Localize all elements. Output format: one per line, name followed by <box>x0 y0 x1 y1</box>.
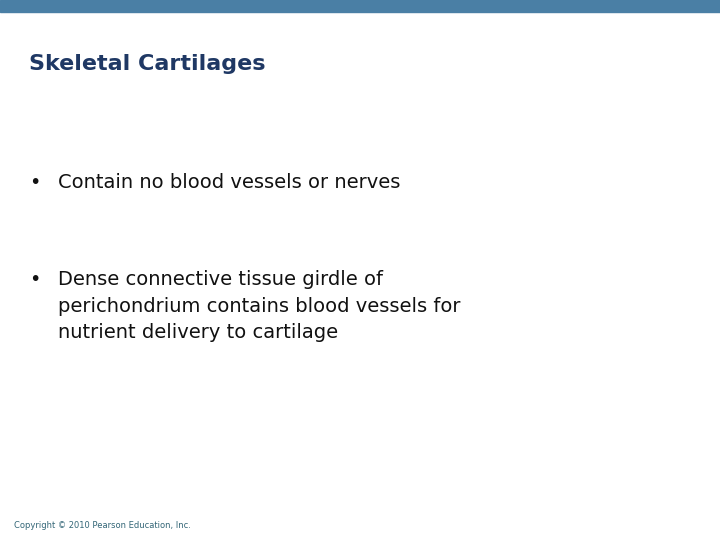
Text: Contain no blood vessels or nerves: Contain no blood vessels or nerves <box>58 173 400 192</box>
Text: Dense connective tissue girdle of
perichondrium contains blood vessels for
nutri: Dense connective tissue girdle of perich… <box>58 270 460 342</box>
Text: •: • <box>29 270 40 289</box>
Bar <box>0 0 720 12</box>
Text: •: • <box>29 173 40 192</box>
Text: Skeletal Cartilages: Skeletal Cartilages <box>29 54 265 74</box>
Text: Copyright © 2010 Pearson Education, Inc.: Copyright © 2010 Pearson Education, Inc. <box>14 521 192 530</box>
